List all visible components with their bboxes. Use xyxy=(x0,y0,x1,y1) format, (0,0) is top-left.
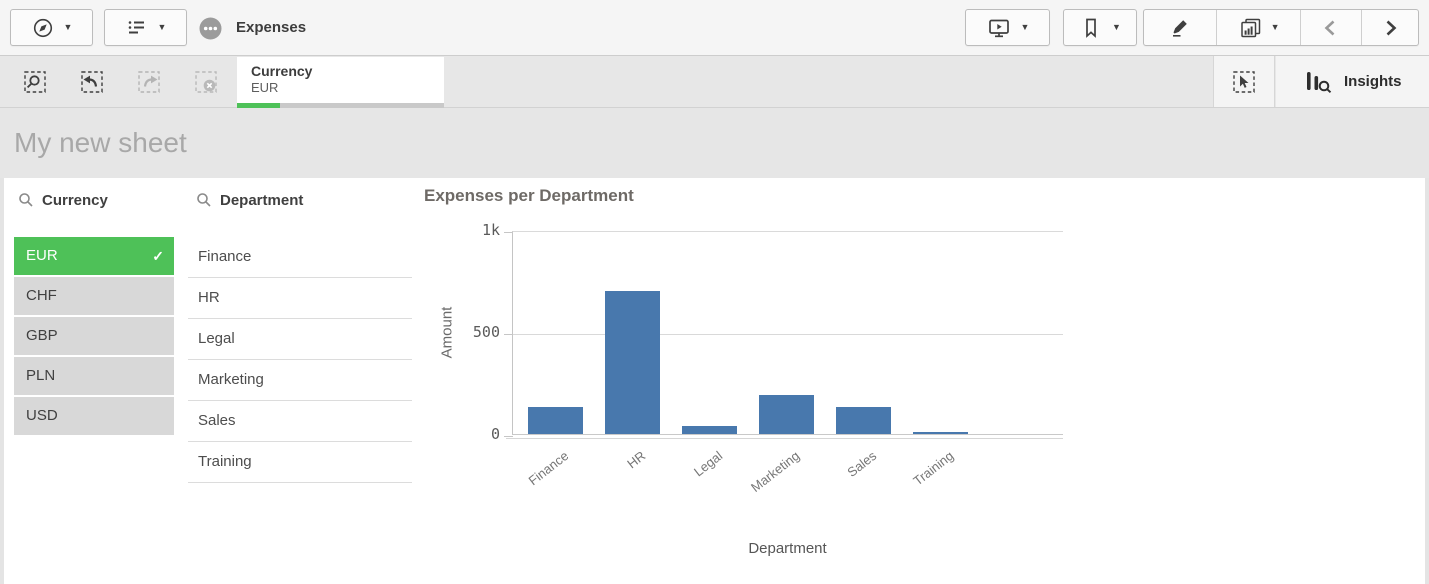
selection-chip-field: Currency xyxy=(251,63,313,79)
check-icon: ✓ xyxy=(152,248,164,264)
bar-chart-plot xyxy=(504,231,1063,437)
bar-finance[interactable] xyxy=(527,407,583,434)
navigation-menu-button[interactable]: ▼ xyxy=(104,9,187,46)
app-options-icon[interactable] xyxy=(199,17,222,40)
sheets-icon xyxy=(1238,16,1263,40)
undo-selection-button[interactable] xyxy=(79,69,105,95)
storytelling-button[interactable]: ▼ xyxy=(965,9,1050,46)
chevron-down-icon: ▼ xyxy=(1112,22,1121,32)
x-tick-labels: Finance HR Legal Marketing Sales Training xyxy=(424,448,1124,528)
y-tick-mark xyxy=(504,436,513,437)
x-axis-title: Department xyxy=(748,540,827,557)
chevron-down-icon: ▼ xyxy=(157,22,167,32)
list-item-label: PLN xyxy=(26,367,56,384)
selection-chip-bar xyxy=(237,103,444,108)
edit-sheet-button[interactable] xyxy=(1144,10,1216,45)
compass-icon xyxy=(31,16,55,40)
bar-sales[interactable] xyxy=(835,407,891,434)
currency-listbox: EUR ✓ CHF GBP PLN USD xyxy=(14,237,174,437)
smart-search-button[interactable] xyxy=(22,69,48,95)
list-item-eur[interactable]: EUR ✓ xyxy=(14,237,174,275)
redo-selection-button[interactable] xyxy=(136,69,162,95)
pencil-icon xyxy=(1168,16,1192,40)
list-item-label: CHF xyxy=(26,287,57,304)
list-item-label: EUR xyxy=(26,247,58,264)
list-item-finance[interactable]: Finance xyxy=(188,237,412,278)
top-toolbar: ▼ ▼ Expenses ▼ ▼ xyxy=(0,0,1429,56)
list-item-label: Sales xyxy=(198,412,236,429)
sheets-button[interactable]: ▼ xyxy=(1215,10,1301,45)
list-item-sales[interactable]: Sales xyxy=(188,401,412,442)
search-icon xyxy=(196,192,212,208)
list-item-hr[interactable]: HR xyxy=(188,278,412,319)
y-tick-mark xyxy=(504,232,513,233)
next-sheet-button[interactable] xyxy=(1361,10,1418,45)
bar-marketing[interactable] xyxy=(758,395,814,434)
story-monitor-play-icon xyxy=(986,16,1012,40)
list-item-label: Finance xyxy=(198,248,252,265)
y-tick-label: 1k xyxy=(481,221,500,239)
chevron-down-icon: ▼ xyxy=(1270,22,1280,32)
selections-tool-button[interactable] xyxy=(1213,56,1275,107)
list-item-label: USD xyxy=(26,407,58,424)
department-listbox: Finance HR Legal Marketing Sales Trainin… xyxy=(188,237,412,483)
chevron-left-icon xyxy=(1320,17,1342,39)
currency-pane-header[interactable]: Currency xyxy=(18,188,108,212)
bar-chart[interactable]: Expenses per Department Amount 0 500 1k Fi… xyxy=(424,178,1124,584)
y-tick-label: 500 xyxy=(472,323,500,341)
selection-chip-value: EUR xyxy=(251,80,279,95)
bookmarks-button[interactable]: ▼ xyxy=(1063,9,1137,46)
sheet-title: My new sheet xyxy=(14,127,187,158)
sheet-content: Currency EUR ✓ CHF GBP PLN USD Departmen… xyxy=(0,178,1429,584)
chart-title: Expenses per Department xyxy=(424,186,634,205)
list-item-pln[interactable]: PLN xyxy=(14,357,174,395)
selection-chip-currency[interactable]: Currency EUR xyxy=(237,57,444,108)
clear-selections-button[interactable] xyxy=(193,69,219,95)
sheet-title-band: My new sheet xyxy=(0,108,1429,178)
y-tick-mark xyxy=(504,334,513,335)
insights-button[interactable]: Insights xyxy=(1276,56,1429,107)
department-pane-header[interactable]: Department xyxy=(196,188,303,212)
selections-bar: Currency EUR Insights xyxy=(0,56,1429,108)
sheet-canvas xyxy=(4,178,1425,584)
currency-pane-title: Currency xyxy=(42,191,108,209)
bookmark-icon xyxy=(1079,16,1103,40)
app-title: Expenses xyxy=(236,19,307,36)
list-item-chf[interactable]: CHF xyxy=(14,277,174,315)
insight-advisor-icon xyxy=(1304,69,1334,95)
selection-chip-bar-fill xyxy=(237,103,281,108)
list-item-label: HR xyxy=(198,289,220,306)
bar-legal[interactable] xyxy=(681,425,737,434)
chevron-right-icon xyxy=(1379,17,1401,39)
list-item-label: GBP xyxy=(26,327,58,344)
sheet-nav-group: ▼ xyxy=(1143,9,1419,46)
list-icon xyxy=(125,16,149,40)
list-item-label: Legal xyxy=(198,330,235,347)
chevron-down-icon: ▼ xyxy=(1020,22,1030,32)
insights-label: Insights xyxy=(1344,73,1402,90)
list-item-label: Marketing xyxy=(198,371,264,388)
bar-training[interactable] xyxy=(912,431,968,434)
department-pane-title: Department xyxy=(220,191,304,209)
y-tick-labels: 0 500 1k xyxy=(442,221,506,443)
global-menu-button[interactable]: ▼ xyxy=(10,9,93,46)
x-axis-line xyxy=(506,438,1063,439)
list-item-label: Training xyxy=(198,453,252,470)
list-item-training[interactable]: Training xyxy=(188,442,412,483)
y-tick-label: 0 xyxy=(490,425,500,443)
list-item-usd[interactable]: USD xyxy=(14,397,174,435)
search-icon xyxy=(18,192,34,208)
previous-sheet-button[interactable] xyxy=(1300,10,1361,45)
bar-hr[interactable] xyxy=(604,291,660,434)
gridline xyxy=(513,334,1063,335)
list-item-gbp[interactable]: GBP xyxy=(14,317,174,355)
list-item-legal[interactable]: Legal xyxy=(188,319,412,360)
list-item-marketing[interactable]: Marketing xyxy=(188,360,412,401)
chevron-down-icon: ▼ xyxy=(63,22,73,32)
